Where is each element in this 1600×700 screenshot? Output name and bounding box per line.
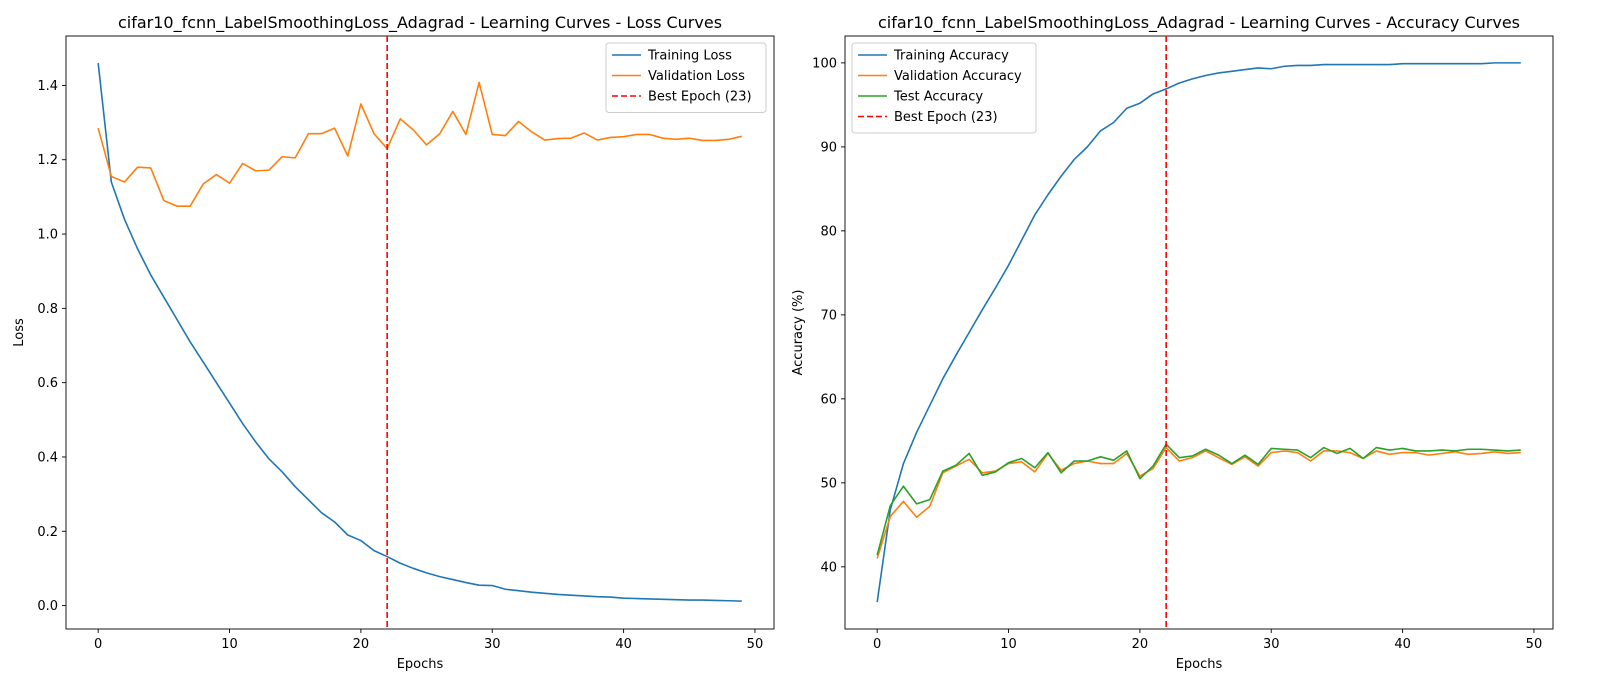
loss-y-tick-label: 0.2 (37, 525, 58, 540)
accuracy-y-tick-label: 60 (820, 392, 837, 407)
accuracy-series-line-2 (876, 443, 1521, 556)
loss-y-tick-label: 1.2 (37, 153, 58, 168)
loss-x-tick-label: 50 (747, 637, 764, 652)
loss-legend: Training Loss Validation Loss Best Epoch (… (605, 42, 767, 113)
loss-y-tick-label: 0.4 (37, 450, 58, 465)
loss-series-line-1 (97, 81, 742, 207)
loss-y-tick-label: 0.6 (37, 376, 58, 391)
accuracy-x-tick-label: 0 (873, 637, 881, 652)
accuracy-series-line-0 (876, 62, 1521, 603)
accuracy-y-tick-label: 90 (820, 140, 837, 155)
loss-y-tick-label: 0.0 (37, 599, 58, 614)
loss-y-tick-label: 0.8 (37, 302, 58, 317)
accuracy-legend: Training Accuracy Validation Accuracy Test… (851, 42, 1037, 134)
loss-y-axis-label: Loss (12, 318, 27, 347)
accuracy-y-tick-label: 70 (820, 308, 837, 323)
loss-y-tick-label: 1.4 (37, 79, 58, 94)
accuracy-legend-label: Best Epoch (23) (894, 110, 998, 125)
accuracy-chart: cifar10_fcnn_LabelSmoothingLoss_Adagrad … (791, 13, 1554, 672)
loss-chart-title: cifar10_fcnn_LabelSmoothingLoss_Adagrad … (118, 13, 722, 33)
loss-y-tick-label: 1.0 (37, 228, 58, 243)
loss-legend-label: Validation Loss (648, 69, 745, 84)
loss-legend-box (605, 42, 767, 113)
accuracy-axes-frame (844, 35, 1554, 630)
loss-legend-label: Best Epoch (23) (648, 90, 752, 105)
accuracy-legend-label: Validation Accuracy (894, 69, 1022, 84)
loss-x-tick-label: 30 (484, 637, 501, 652)
accuracy-y-tick-label: 50 (820, 476, 837, 491)
loss-x-axis-label: Epochs (397, 657, 444, 672)
accuracy-x-tick-label: 50 (1526, 637, 1543, 652)
accuracy-x-tick-label: 30 (1263, 637, 1280, 652)
accuracy-series-line-1 (876, 446, 1521, 559)
accuracy-x-tick-label: 40 (1394, 637, 1411, 652)
accuracy-x-axis-label: Epochs (1176, 657, 1223, 672)
accuracy-x-tick-label: 20 (1132, 637, 1149, 652)
accuracy-x-tick-label: 10 (1000, 637, 1017, 652)
loss-legend-label: Training Loss (647, 49, 732, 64)
accuracy-legend-box (851, 42, 1037, 134)
accuracy-y-tick-label: 80 (820, 224, 837, 239)
loss-x-tick-label: 10 (221, 637, 238, 652)
loss-series-line-0 (97, 63, 742, 602)
loss-x-tick-label: 40 (615, 637, 632, 652)
loss-x-tick-label: 0 (94, 637, 102, 652)
accuracy-chart-title: cifar10_fcnn_LabelSmoothingLoss_Adagrad … (878, 13, 1520, 33)
accuracy-y-tick-label: 40 (820, 560, 837, 575)
accuracy-y-axis-label: Accuracy (%) (791, 290, 806, 376)
loss-chart: cifar10_fcnn_LabelSmoothingLoss_Adagrad … (12, 13, 775, 672)
loss-x-tick-label: 20 (353, 637, 370, 652)
accuracy-legend-label: Test Accuracy (893, 90, 983, 105)
accuracy-y-tick-label: 100 (812, 56, 837, 71)
loss-axes-frame (65, 35, 775, 630)
accuracy-legend-label: Training Accuracy (893, 49, 1009, 64)
